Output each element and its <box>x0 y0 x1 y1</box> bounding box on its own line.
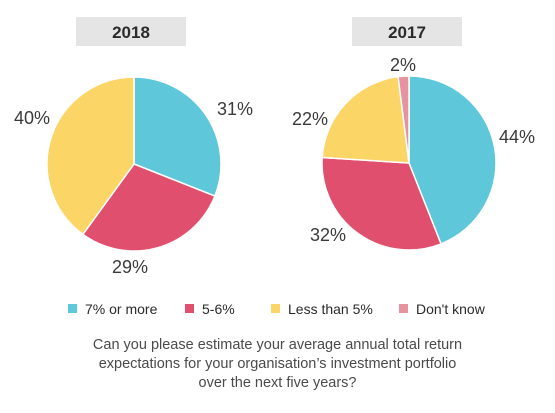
legend-label-5-6: 5-6% <box>202 301 235 317</box>
survey-question-caption: Can you please estimate your average ann… <box>0 336 555 393</box>
legend-swatch-7-or-more <box>68 304 77 313</box>
pie-2018-slice-5-6 <box>81 163 216 252</box>
pie-2017-label-dont-know: 2% <box>390 55 416 75</box>
pie-2017-slice-5-6 <box>321 156 443 251</box>
pie-2017-slice-7-or-more <box>408 75 497 245</box>
pie-2017-label-less-than-5: 22% <box>292 109 328 129</box>
pie-2018-label-less-than-5: 40% <box>14 108 50 128</box>
pie-2017-slice-less-than-5 <box>321 75 410 164</box>
legend-label-less-than-5: Less than 5% <box>288 301 373 317</box>
caption-line-1: Can you please estimate your average ann… <box>92 337 463 353</box>
legend-label-dont-know: Don't know <box>416 301 486 317</box>
year-box-2018 <box>76 17 186 46</box>
legend-swatch-dont-know <box>399 304 408 313</box>
pie-chart-2018 <box>46 76 222 252</box>
charts-canvas: 2018 2017 31% 29% 40% 44% 32% 22% 2% 7% … <box>14 17 535 317</box>
year-box-2017 <box>352 17 462 46</box>
legend: 7% or more 5-6% Less than 5% Don't know <box>68 301 486 317</box>
chart-2017-header: 2017 <box>352 17 462 46</box>
legend-label-7-or-more: 7% or more <box>85 301 158 317</box>
caption-line-2: expectations for your organisation’s inv… <box>98 356 457 372</box>
legend-swatch-less-than-5 <box>271 304 280 313</box>
pie-2018-label-7-or-more: 31% <box>217 99 253 119</box>
caption-line-3: over the next five years? <box>198 375 357 391</box>
legend-swatch-5-6 <box>185 304 194 313</box>
chart-2018-header: 2018 <box>76 17 186 46</box>
pie-chart-2017 <box>321 75 497 251</box>
pie-2017-label-5-6: 32% <box>310 225 346 245</box>
year-label-2018: 2018 <box>112 23 150 42</box>
pie-2017-label-7-or-more: 44% <box>499 127 535 147</box>
pie-2018-label-5-6: 29% <box>112 257 148 277</box>
pie-2018-slice-less-than-5 <box>46 76 135 236</box>
pie-2017-slice-dont-know <box>397 75 410 164</box>
pie-2018-slice-7-or-more <box>133 76 222 198</box>
year-label-2017: 2017 <box>388 23 426 42</box>
